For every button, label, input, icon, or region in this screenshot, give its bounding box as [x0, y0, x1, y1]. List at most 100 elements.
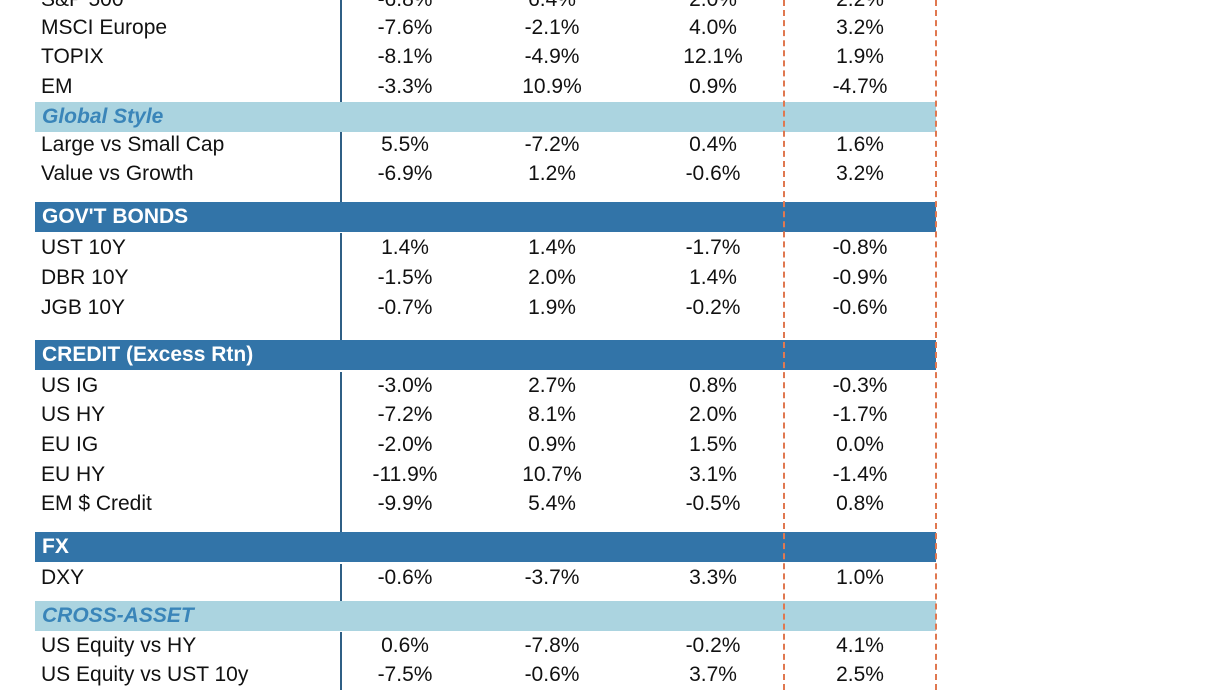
row-value: -6.8% [345, 0, 465, 14]
row-value: 1.4% [381, 236, 429, 259]
row-value: 3.1% [689, 463, 737, 486]
row-value: 6.4% [492, 0, 612, 14]
row-label: DXY [41, 566, 85, 589]
row-value: 1.5% [689, 433, 737, 456]
row-value: -3.0% [377, 374, 433, 397]
row-value: -7.5% [377, 663, 433, 686]
row-value: -0.9% [832, 266, 888, 289]
row-value: -2.1% [524, 16, 580, 39]
row-value: 0.0% [836, 433, 884, 456]
row-value: -0.7% [377, 296, 433, 319]
subsection-header-bar [35, 102, 936, 132]
row-value: -1.7% [685, 236, 741, 259]
section-title: GOV'T BONDS [42, 205, 189, 228]
row-value: 2.0% [528, 266, 576, 289]
row-label: US Equity vs UST 10y [41, 663, 249, 686]
row-value: -0.5% [685, 492, 741, 515]
row-value: 1.2% [528, 162, 576, 185]
row-value: -4.7% [832, 75, 888, 98]
row-value: 10.9% [522, 75, 582, 98]
row-label: JGB 10Y [41, 296, 126, 319]
column-divider [340, 233, 342, 340]
row-label: EM [41, 75, 73, 98]
row-value: -1.4% [832, 463, 888, 486]
row-value: -0.6% [832, 296, 888, 319]
column-divider [340, 0, 342, 102]
row-value: -7.2% [524, 133, 580, 156]
row-value: -3.7% [524, 566, 580, 589]
row-value: -3.3% [377, 75, 433, 98]
row-value: 2.7% [528, 374, 576, 397]
subsection-title: CROSS-ASSET [42, 604, 194, 627]
row-value: 0.8% [836, 492, 884, 515]
row-value: 3.7% [689, 663, 737, 686]
column-divider [340, 372, 342, 532]
row-value: -4.9% [524, 45, 580, 68]
row-value: 2.5% [836, 663, 884, 686]
row-value: 3.2% [836, 16, 884, 39]
row-value: -7.6% [377, 16, 433, 39]
row-label: US Equity vs HY [41, 634, 197, 657]
row-label: TOPIX [41, 45, 104, 68]
row-value: -2.0% [377, 433, 433, 456]
row-label: US IG [41, 374, 99, 397]
row-label: Value vs Growth [41, 162, 194, 185]
row-value: 0.8% [689, 374, 737, 397]
row-value: -1.7% [832, 403, 888, 426]
row-label: Large vs Small Cap [41, 133, 225, 156]
row-value: 1.4% [528, 236, 576, 259]
row-value: 0.6% [381, 634, 429, 657]
row-value: -11.9% [372, 463, 438, 486]
row-value: -0.6% [685, 162, 741, 185]
row-label: EU HY [41, 463, 106, 486]
row-value: 8.1% [528, 403, 576, 426]
row-value: -0.6% [377, 566, 433, 589]
column-divider [340, 564, 342, 601]
row-label: DBR 10Y [41, 266, 129, 289]
row-label: UST 10Y [41, 236, 126, 259]
row-value: -7.8% [524, 634, 580, 657]
row-label: MSCI Europe [41, 16, 168, 39]
row-value: 4.0% [689, 16, 737, 39]
row-label: US HY [41, 403, 106, 426]
row-value: -0.6% [524, 663, 580, 686]
row-value: 4.1% [836, 634, 884, 657]
row-value: 5.5% [381, 133, 429, 156]
row-value: 10.7% [522, 463, 582, 486]
section-title: FX [42, 535, 69, 558]
row-value: -0.8% [832, 236, 888, 259]
row-label: EU IG [41, 433, 99, 456]
row-value: -7.2% [377, 403, 433, 426]
row-value: 0.9% [528, 433, 576, 456]
subsection-header-bar [35, 601, 936, 631]
subsection-title: Global Style [42, 105, 164, 128]
row-value: 0.9% [689, 75, 737, 98]
row-value: 3.2% [836, 162, 884, 185]
row-value: 5.4% [528, 492, 576, 515]
column-divider [340, 132, 342, 202]
row-value: -0.2% [685, 296, 741, 319]
row-value: 1.4% [689, 266, 737, 289]
row-value: 1.9% [528, 296, 576, 319]
row-value: -1.5% [377, 266, 433, 289]
dashed-divider [783, 0, 785, 690]
row-value: 1.6% [836, 133, 884, 156]
row-label: EM $ Credit [41, 492, 152, 515]
row-value: 2.0% [689, 403, 737, 426]
column-divider [340, 632, 342, 690]
row-label: S&P 500 [41, 0, 124, 14]
row-value: -0.2% [685, 634, 741, 657]
row-value: 0.4% [689, 133, 737, 156]
row-value: 12.1% [683, 45, 743, 68]
section-header-bar [35, 340, 936, 370]
row-value: -8.1% [377, 45, 433, 68]
section-header-bar [35, 532, 936, 562]
row-value: -9.9% [377, 492, 433, 515]
row-value: 3.3% [689, 566, 737, 589]
row-value: -0.3% [832, 374, 888, 397]
section-header-bar [35, 202, 936, 232]
row-value: 1.0% [836, 566, 884, 589]
row-value: 2.0% [653, 0, 773, 14]
row-value: 1.9% [836, 45, 884, 68]
